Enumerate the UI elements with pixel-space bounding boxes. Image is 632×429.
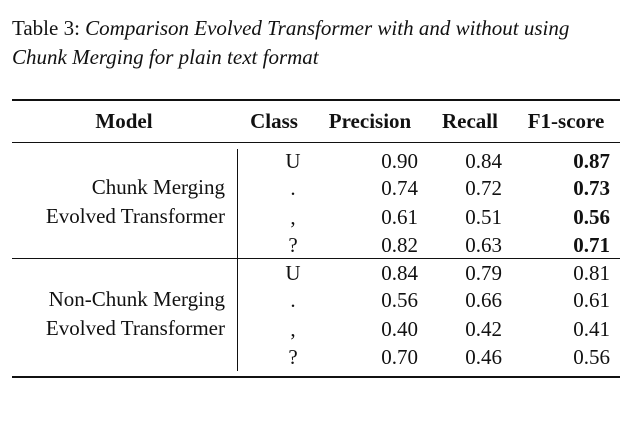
- model-name-line1: Chunk Merging: [91, 175, 225, 199]
- class-cell: .: [290, 288, 296, 312]
- class-cell: U: [285, 261, 301, 285]
- class-cell: U: [285, 149, 301, 173]
- recall-cell: 0.42: [465, 317, 502, 341]
- f1-cell: 0.56: [573, 345, 610, 369]
- f1-cell: 0.41: [573, 317, 610, 341]
- precision-cell: 0.74: [381, 176, 418, 200]
- header-f1-score: F1-score: [527, 109, 605, 133]
- precision-cell: 0.40: [381, 317, 418, 341]
- header-recall: Recall: [442, 109, 498, 133]
- model-name-line2: Evolved Transformer: [45, 316, 225, 340]
- recall-cell: 0.84: [465, 149, 502, 173]
- f1-cell: 0.61: [573, 288, 610, 312]
- f1-cell: 0.73: [573, 176, 610, 200]
- model-name-line1: Non-Chunk Merging: [48, 287, 225, 311]
- f1-cell: 0.87: [573, 149, 610, 173]
- precision-cell: 0.56: [381, 288, 418, 312]
- precision-cell: 0.90: [381, 149, 418, 173]
- precision-cell: 0.84: [381, 261, 418, 285]
- recall-cell: 0.63: [465, 233, 502, 257]
- class-cell: ,: [290, 205, 296, 229]
- column-divider: [237, 259, 238, 371]
- caption-label: Table 3:: [12, 16, 80, 40]
- column-divider: [237, 149, 238, 258]
- bottom-rule: [12, 376, 620, 378]
- precision-cell: 0.70: [381, 345, 418, 369]
- recall-cell: 0.51: [465, 205, 502, 229]
- class-cell: .: [290, 176, 296, 200]
- caption-text: Comparison Evolved Transformer with and …: [12, 16, 570, 69]
- precision-cell: 0.82: [381, 233, 418, 257]
- header-class: Class: [250, 109, 298, 133]
- recall-cell: 0.66: [465, 288, 502, 312]
- class-cell: ?: [288, 345, 298, 369]
- precision-cell: 0.61: [381, 205, 418, 229]
- header-rule: [12, 142, 620, 143]
- recall-cell: 0.79: [465, 261, 502, 285]
- class-cell: ?: [288, 233, 298, 257]
- f1-cell: 0.56: [573, 205, 610, 229]
- header-model: Model: [95, 109, 153, 133]
- f1-cell: 0.81: [573, 261, 610, 285]
- model-name-line2: Evolved Transformer: [45, 204, 225, 228]
- f1-cell: 0.71: [573, 233, 610, 257]
- recall-cell: 0.46: [465, 345, 502, 369]
- class-cell: ,: [290, 317, 296, 341]
- recall-cell: 0.72: [465, 176, 502, 200]
- top-rule: [12, 99, 620, 101]
- table-caption: Table 3: Comparison Evolved Transformer …: [12, 14, 620, 72]
- group-separator-rule: [12, 258, 620, 259]
- header-precision: Precision: [328, 109, 412, 133]
